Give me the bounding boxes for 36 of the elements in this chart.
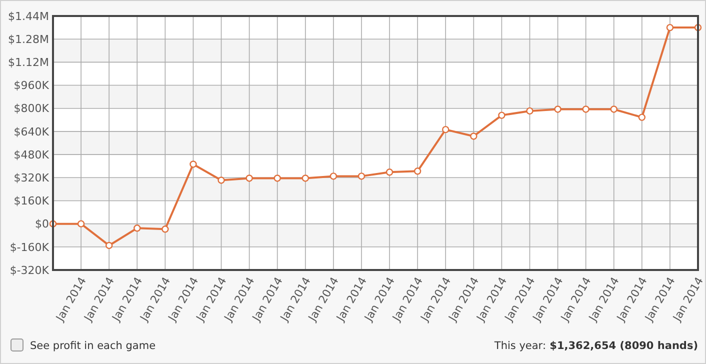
y-tick-label: $320K <box>14 171 50 184</box>
point <box>666 24 674 32</box>
point <box>105 242 113 250</box>
point <box>302 174 309 182</box>
text: See profit in each game <box>30 340 156 352</box>
point <box>610 106 618 113</box>
point <box>470 132 478 140</box>
y-tick-label: $-160K <box>10 240 50 254</box>
point <box>77 220 85 228</box>
y-tick-label: $-320K <box>10 264 50 277</box>
point <box>190 160 197 168</box>
y-tick-label: $1.12M <box>8 56 49 70</box>
point <box>134 224 141 232</box>
point <box>498 112 506 119</box>
y-tick-label: $800K <box>14 102 50 116</box>
y-tick-label: $160K <box>14 194 50 208</box>
point <box>386 168 394 176</box>
point <box>554 106 562 113</box>
y-tick-label: $0 <box>35 218 49 231</box>
point <box>358 172 366 180</box>
point <box>582 106 590 113</box>
point <box>218 176 225 184</box>
point <box>274 174 281 182</box>
point <box>414 168 422 175</box>
y-tick-label: $960K <box>14 79 50 92</box>
point <box>442 126 450 134</box>
y-tick-label: $480K <box>14 148 50 162</box>
y-tick-label: $1.28M <box>8 32 49 46</box>
point <box>162 226 169 233</box>
point <box>638 114 646 121</box>
point <box>526 107 534 115</box>
text: This year: $1,362,654 (8090 hands) <box>493 340 698 352</box>
point <box>246 174 253 182</box>
y-tick-label: $640K <box>14 125 50 138</box>
point <box>330 172 338 180</box>
y-tick-label: $1.44M <box>8 10 49 23</box>
